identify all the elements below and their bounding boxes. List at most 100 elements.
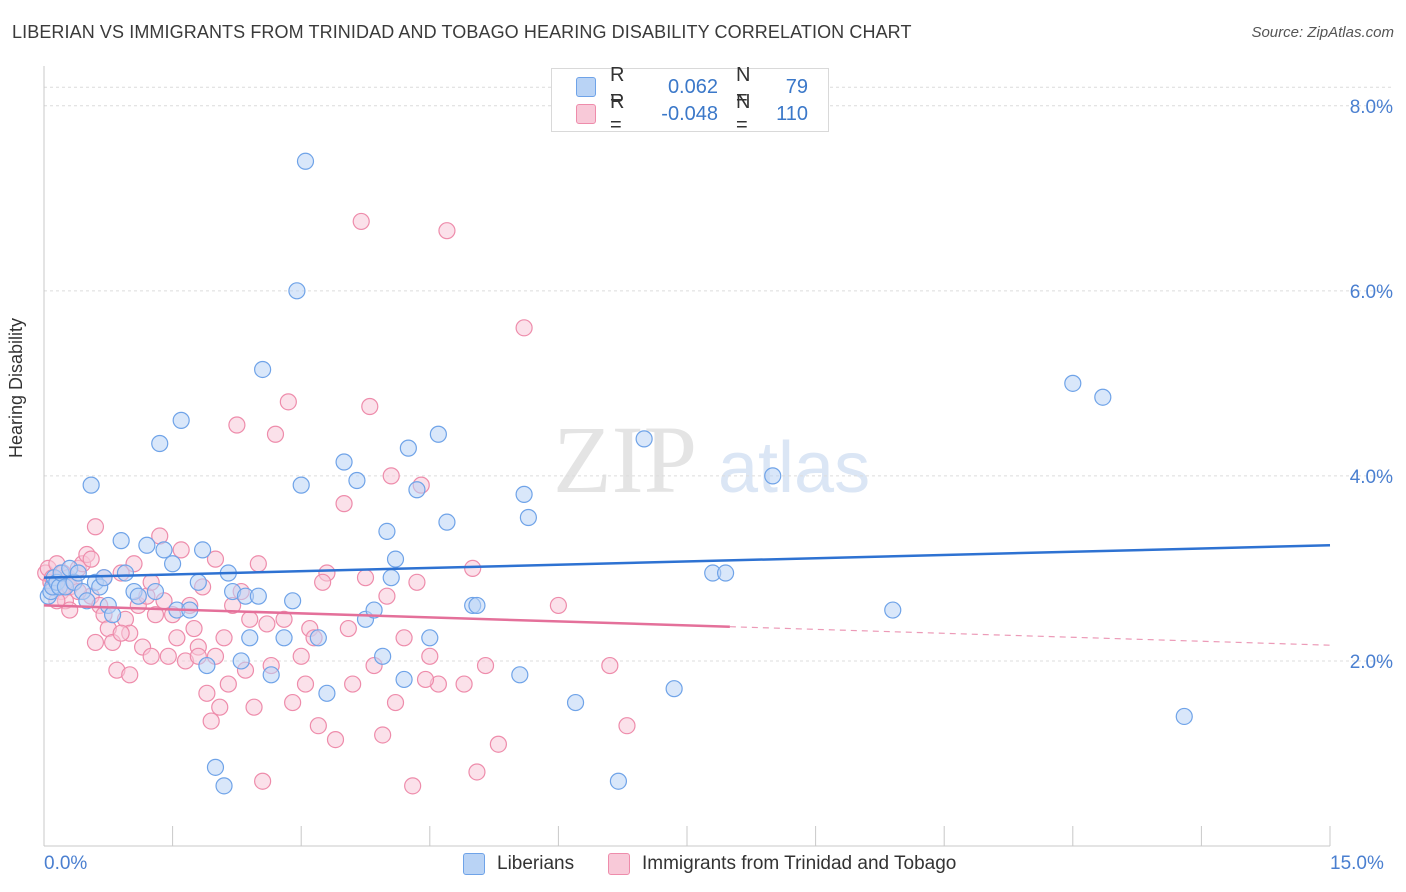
trinidad-point bbox=[601, 656, 619, 675]
liberian-point bbox=[348, 471, 366, 490]
liberian-point bbox=[884, 601, 902, 619]
chart-title: LIBERIAN VS IMMIGRANTS FROM TRINIDAD AND… bbox=[12, 22, 912, 42]
y-tick-label: 6.0% bbox=[1350, 282, 1393, 303]
trinidad-point bbox=[245, 698, 263, 716]
liberian-point bbox=[69, 564, 87, 582]
trinidad-point bbox=[159, 647, 177, 665]
watermark-zip: ZIP bbox=[553, 406, 697, 513]
trinidad-point bbox=[421, 647, 439, 665]
liberian-point bbox=[78, 592, 96, 610]
bottom-legend-trinidad: Immigrants from Trinidad and Tobago bbox=[608, 852, 956, 876]
liberian-point bbox=[275, 629, 293, 647]
trinidad-point bbox=[142, 647, 160, 665]
trinidad-point bbox=[314, 573, 332, 591]
bottom-legend-swatch-pink bbox=[608, 853, 630, 875]
liberian-point bbox=[374, 647, 392, 665]
trinidad-point bbox=[309, 717, 327, 735]
x-tick-min: 0.0% bbox=[44, 853, 88, 874]
x-tick-max: 15.0% bbox=[1330, 853, 1384, 874]
trinidad-point bbox=[266, 425, 285, 443]
trinidad-point bbox=[185, 619, 203, 638]
trinidad-point bbox=[258, 615, 276, 633]
trinidad-point bbox=[198, 684, 216, 702]
liberian-point bbox=[468, 596, 486, 615]
trinidad-point bbox=[416, 670, 435, 689]
source-label: Source: ZipAtlas.com bbox=[1251, 24, 1394, 41]
liberian-point bbox=[198, 656, 216, 675]
liberian-point bbox=[421, 629, 439, 647]
liberian-point bbox=[1064, 374, 1082, 392]
trinidad-point bbox=[254, 772, 272, 790]
liberian-point bbox=[129, 587, 147, 605]
trinidad-point bbox=[211, 698, 229, 716]
legend-r-label: R = bbox=[610, 64, 625, 109]
liberian-point bbox=[194, 541, 212, 559]
bottom-legend-swatch-blue bbox=[463, 853, 485, 875]
liberian-point bbox=[164, 555, 182, 573]
liberian-point bbox=[146, 582, 165, 601]
liberian-point bbox=[716, 564, 735, 582]
y-tick-label: 8.0% bbox=[1350, 97, 1393, 118]
trinidad-point bbox=[476, 656, 495, 675]
liberian-point bbox=[215, 777, 233, 795]
legend-swatch-blue bbox=[576, 77, 596, 97]
trinidad-point bbox=[172, 541, 190, 559]
trinidad-point bbox=[86, 518, 105, 536]
trinidad-point bbox=[206, 550, 225, 568]
bottom-legend-label: Liberians bbox=[497, 853, 575, 874]
trinidad-point bbox=[549, 596, 568, 615]
trinidad-point bbox=[352, 212, 370, 231]
liberian-point bbox=[284, 592, 302, 610]
trinidad-point bbox=[112, 624, 130, 642]
trinidad-point bbox=[219, 675, 237, 693]
trinidad-point bbox=[374, 726, 392, 744]
trinidad-point bbox=[408, 573, 426, 591]
legend-n-value: 79 bbox=[785, 75, 808, 98]
legend-r-value: -0.048 bbox=[661, 102, 718, 125]
y-axis-label: Hearing Disability bbox=[6, 317, 26, 458]
trinidad-point bbox=[82, 550, 100, 568]
trinidad-point bbox=[202, 712, 220, 730]
liberian-trend-line bbox=[43, 544, 1331, 579]
trinidad-point bbox=[292, 647, 310, 665]
trinidad-point bbox=[438, 222, 456, 240]
legend-swatch-pink bbox=[576, 104, 596, 124]
liberian-point bbox=[232, 652, 250, 670]
liberian-point bbox=[519, 508, 537, 527]
trinidad-point bbox=[241, 610, 259, 628]
liberian-point bbox=[172, 411, 190, 429]
liberian-point bbox=[296, 152, 315, 170]
trinidad-point bbox=[86, 633, 105, 652]
legend-r-value: 0.062 bbox=[667, 75, 718, 98]
trinidad-point bbox=[279, 393, 297, 411]
liberian-point bbox=[665, 680, 683, 698]
legend-r-label: R = bbox=[610, 91, 625, 136]
trinidad-trend-dashed bbox=[729, 626, 1331, 646]
trinidad-point bbox=[618, 717, 636, 735]
trinidad-point bbox=[361, 397, 379, 416]
trinidad-point bbox=[344, 675, 362, 693]
liberian-point bbox=[408, 481, 426, 499]
liberian-point bbox=[116, 564, 135, 582]
trinidad-point bbox=[515, 319, 533, 337]
liberian-point bbox=[382, 569, 400, 587]
trinidad-point bbox=[378, 587, 396, 605]
liberian-point bbox=[151, 434, 169, 453]
trinidad-point bbox=[386, 693, 405, 712]
liberian-point bbox=[399, 439, 417, 457]
trinidad-point bbox=[455, 675, 473, 693]
liberian-point bbox=[155, 541, 173, 559]
liberian-point bbox=[764, 467, 782, 485]
legend-row-liberians: R = 0.062 N = 79 bbox=[576, 64, 808, 109]
trinidad-point bbox=[489, 735, 507, 753]
trinidad-point bbox=[146, 606, 165, 624]
liberian-point bbox=[511, 666, 529, 684]
trinidad-point bbox=[464, 559, 482, 578]
trinidad-point bbox=[404, 777, 422, 795]
liberian-point bbox=[515, 485, 533, 503]
trinidad-point bbox=[468, 763, 486, 781]
liberian-point bbox=[103, 606, 122, 624]
trinidad-point bbox=[284, 693, 302, 712]
liberian-point bbox=[429, 425, 447, 443]
liberian-point bbox=[262, 666, 280, 684]
